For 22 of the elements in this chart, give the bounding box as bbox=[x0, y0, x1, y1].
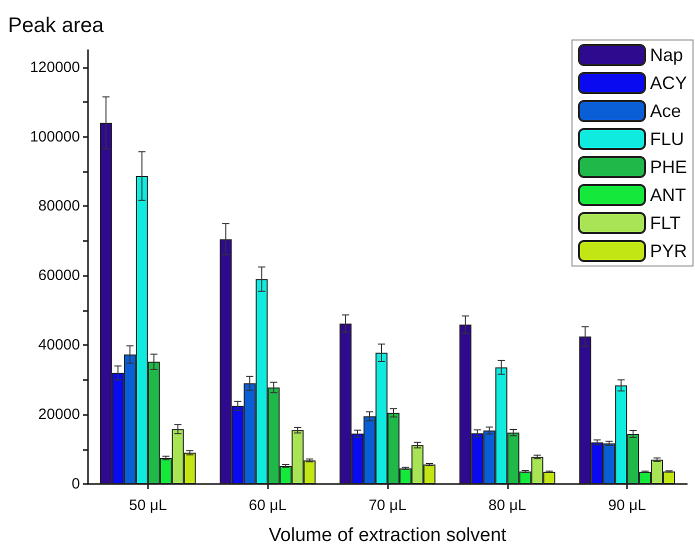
x-tick-label: 50 μL bbox=[128, 497, 167, 514]
y-tick-label: 80000 bbox=[38, 198, 80, 215]
x-axis-title: Volume of extraction solvent bbox=[268, 525, 508, 546]
legend-label: PHE bbox=[650, 157, 688, 177]
legend-label: PYR bbox=[650, 241, 688, 261]
legend-label: ANT bbox=[650, 185, 686, 205]
x-tick-label: 70 μL bbox=[368, 497, 406, 514]
x-tick-label: 90 μL bbox=[608, 497, 646, 514]
y-tick-label: 0 bbox=[72, 476, 80, 492]
y-axis-title: Peak area bbox=[8, 14, 104, 37]
y-tick-label: 40000 bbox=[38, 336, 80, 354]
legend-label: ACY bbox=[650, 73, 688, 93]
x-tick-label: 60 μL bbox=[248, 497, 287, 514]
legend-label: Nap bbox=[650, 45, 684, 65]
legend-label: FLU bbox=[650, 129, 684, 149]
y-tick-label: 20000 bbox=[38, 406, 80, 424]
legend-label: Ace bbox=[650, 101, 682, 121]
y-tick-label: 60000 bbox=[38, 267, 80, 284]
x-tick-label: 80 μL bbox=[488, 497, 526, 514]
y-tick-label: 100000 bbox=[30, 128, 80, 146]
y-tick-label: 120000 bbox=[30, 58, 80, 76]
legend-label: FLT bbox=[650, 213, 681, 233]
